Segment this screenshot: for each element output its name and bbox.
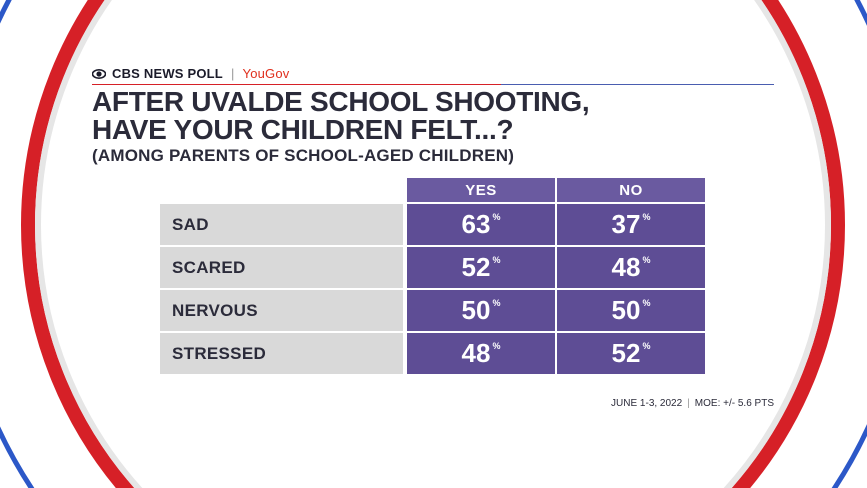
value-cell-no: 52% (557, 333, 705, 374)
cbs-eye-icon (92, 68, 106, 79)
footer-separator: | (687, 398, 690, 409)
row-label: SAD (160, 204, 403, 245)
row-label: SCARED (160, 247, 403, 288)
header-rule (92, 84, 774, 85)
row-label: STRESSED (160, 333, 403, 374)
red-ring (21, 0, 845, 488)
poll-name: CBS NEWS POLL (112, 66, 223, 81)
brand-header: CBS NEWS POLL | YouGov (92, 66, 290, 81)
column-header-no: NO (557, 178, 705, 202)
value-cell-no: 50% (557, 290, 705, 331)
title-line-2: HAVE YOUR CHILDREN FELT...? (92, 114, 514, 145)
margin-of-error: MOE: +/- 5.6 PTS (694, 398, 774, 409)
value-cell-yes: 50% (407, 290, 555, 331)
title-line-1: AFTER UVALDE SCHOOL SHOOTING, (92, 86, 590, 117)
chart-subtitle: (AMONG PARENTS OF SCHOOL-AGED CHILDREN) (92, 146, 515, 165)
value-cell-yes: 63% (407, 204, 555, 245)
inner-ring-shadow (35, 0, 831, 488)
value-cell-no: 48% (557, 247, 705, 288)
poll-dates: JUNE 1-3, 2022 (611, 398, 683, 409)
chart-title: AFTER UVALDE SCHOOL SHOOTING, HAVE YOUR … (92, 88, 712, 144)
brand-separator: | (230, 66, 235, 81)
column-header-yes: YES (407, 178, 555, 202)
value-cell-no: 37% (557, 204, 705, 245)
partner-name: YouGov (242, 66, 290, 81)
value-cell-yes: 52% (407, 247, 555, 288)
row-label: NERVOUS (160, 290, 403, 331)
value-cell-yes: 48% (407, 333, 555, 374)
footer-note: JUNE 1-3, 2022 | MOE: +/- 5.6 PTS (560, 398, 774, 409)
